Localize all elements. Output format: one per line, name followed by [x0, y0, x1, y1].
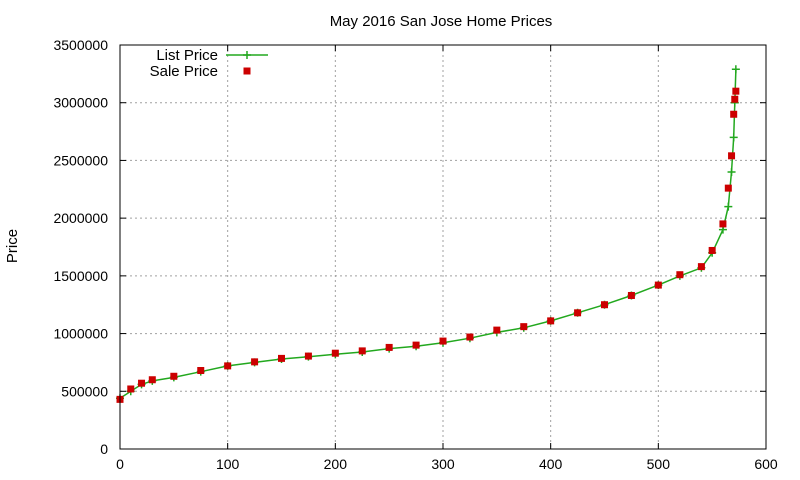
- sale-price-point: [719, 220, 727, 228]
- y-tick-label: 2000000: [53, 210, 108, 226]
- sale-price-point: [385, 343, 393, 351]
- sale-price-point: [278, 354, 285, 362]
- sale-price-point: [728, 152, 736, 160]
- list-price-point: [724, 202, 733, 211]
- sale-price-point: [627, 291, 635, 299]
- sale-price-point: [520, 323, 528, 331]
- chart-title: May 2016 San Jose Home Prices: [330, 13, 553, 30]
- sale-price-point: [654, 281, 662, 289]
- sale-price-point: [138, 379, 146, 387]
- list-price-point: [729, 133, 738, 142]
- sale-price-point: [170, 372, 178, 380]
- y-axis-label: Price: [4, 229, 21, 263]
- list-price-line: [119, 69, 737, 399]
- x-tick-label: 100: [216, 456, 240, 472]
- x-tick-label: 200: [324, 456, 348, 472]
- x-tick-label: 500: [647, 456, 671, 472]
- y-tick-label: 2500000: [53, 152, 108, 168]
- sale-price-point: [547, 317, 555, 325]
- x-tick-label: 300: [431, 456, 455, 472]
- legend-marker-sale-price: [243, 67, 251, 75]
- sale-price-point: [731, 95, 739, 103]
- sale-price-point: [730, 110, 738, 118]
- legend-label-list-price: List Price: [156, 47, 218, 64]
- list-price-point: [731, 65, 740, 74]
- sale-price-point: [676, 271, 684, 279]
- sale-price-point: [493, 326, 501, 334]
- y-tick-label: 1000000: [53, 326, 108, 342]
- sale-price-point: [304, 352, 312, 360]
- legend-label-sale-price: Sale Price: [150, 63, 218, 80]
- grid-lines: [120, 45, 766, 449]
- y-tick-label: 0: [100, 441, 108, 457]
- x-tick-label: 600: [754, 456, 778, 472]
- legend-marker-list-price: [243, 51, 251, 59]
- sale-price-point: [331, 349, 339, 357]
- sale-price-point: [412, 341, 420, 349]
- y-tick-label: 1500000: [53, 268, 108, 284]
- sale-price-point: [732, 87, 740, 95]
- legend-swatch-sale-price: [243, 67, 251, 75]
- sale-price-point: [127, 385, 135, 393]
- legend: List Price Sale Price: [150, 47, 268, 80]
- sale-price-point: [224, 362, 232, 370]
- sale-price-point: [358, 347, 366, 355]
- y-tick-label: 3500000: [53, 37, 108, 53]
- sale-price-point: [439, 337, 447, 345]
- sale-price-point: [574, 309, 582, 317]
- sale-price-point: [697, 263, 705, 271]
- tick-labels: 0 100 200 300 400 500 600 0 500000 1000000 1500000…: [53, 37, 777, 472]
- list-price-point: [727, 167, 736, 176]
- sale-price-point: [708, 246, 716, 254]
- data-layer: [116, 65, 740, 403]
- legend-swatch-list-price: [226, 51, 268, 59]
- tick-marks: [119, 44, 767, 450]
- sale-price-point: [197, 367, 205, 375]
- x-tick-label: 400: [539, 456, 563, 472]
- sale-price-point: [251, 358, 259, 366]
- sale-price-point: [724, 184, 732, 192]
- x-tick-label: 0: [116, 456, 124, 472]
- y-tick-label: 3000000: [53, 95, 108, 111]
- sale-price-point: [466, 333, 474, 341]
- sale-price-point: [148, 376, 156, 384]
- sale-price-point: [601, 301, 608, 309]
- y-tick-label: 500000: [61, 383, 108, 399]
